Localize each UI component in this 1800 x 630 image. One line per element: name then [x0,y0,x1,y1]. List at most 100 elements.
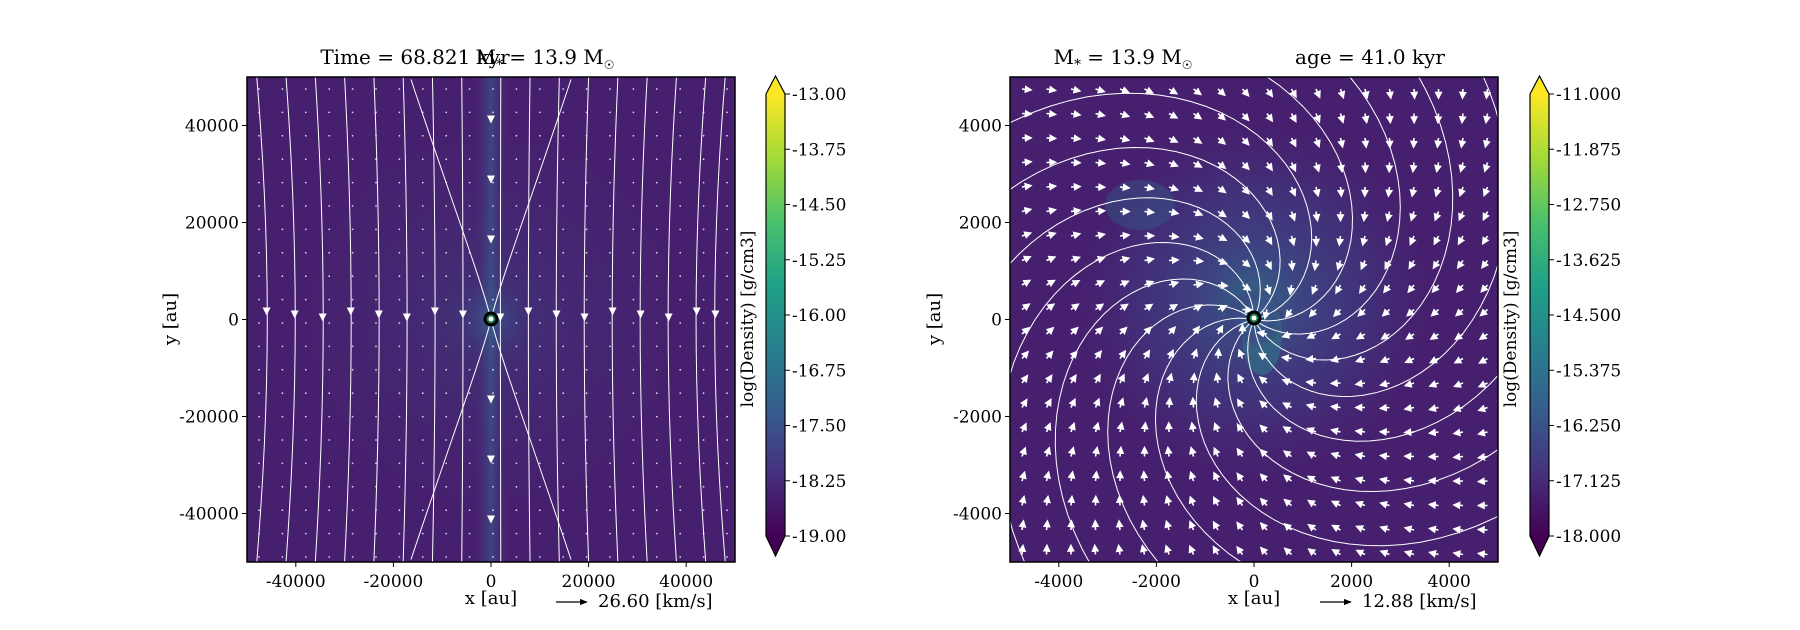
velocity-arrow [1043,422,1052,433]
velocity-arrow [1046,255,1057,264]
velocity-arrow [632,415,635,418]
velocity-arrow [281,88,284,90]
right-xlabel: x [au] [1228,588,1280,609]
y-tick-label: 0 [991,311,1002,331]
velocity-arrow [726,509,728,512]
velocity-arrow [515,485,518,488]
velocity-arrow [1478,332,1488,341]
velocity-arrow [1330,500,1341,508]
velocity-arrow [562,251,565,254]
velocity-arrow [1193,87,1203,96]
velocity-arrow [398,298,401,301]
jet-arrow [487,175,495,184]
velocity-arrow [281,532,284,535]
velocity-arrow [468,439,471,441]
velocity-arrow [609,298,611,301]
velocity-arrow [445,415,448,418]
velocity-arrow [538,392,541,395]
velocity-arrow [1141,373,1150,384]
velocity-arrow [609,205,611,207]
velocity-arrow [421,345,424,348]
velocity-arrow [1454,308,1464,317]
velocity-arrow [609,251,611,254]
velocity-arrow [655,322,658,324]
velocity-arrow [328,345,331,348]
velocity-arrow [304,275,307,278]
velocity-arrow [538,111,541,114]
velocity-arrow [398,251,401,254]
velocity-arrow [1070,110,1082,118]
velocity-arrow [515,181,518,184]
velocity-arrow [421,439,424,441]
velocity-arrow [375,205,377,207]
left-panel: Time = 68.821 kyr M* = 13.9 M☉ -40000 -20… [160,45,846,612]
velocity-arrow [1021,255,1032,264]
velocity-arrow [1046,85,1058,94]
velocity-arrow [468,275,471,278]
velocity-arrow [304,88,307,90]
streamline-arrow [608,307,617,316]
velocity-arrow [679,275,682,278]
velocity-arrow [655,228,658,231]
velocity-arrow [655,439,658,441]
velocity-arrow [1358,284,1367,294]
velocity-arrow [538,439,541,441]
velocity-arrow [702,88,705,90]
velocity-arrow [1095,158,1107,167]
velocity-arrow [726,158,728,161]
velocity-arrow [351,134,354,137]
velocity-arrow [445,298,448,301]
streamline [714,77,726,562]
velocity-arrow [351,485,354,488]
velocity-arrow [281,181,284,184]
velocity-arrow [1217,304,1228,313]
velocity-arrow [609,134,611,137]
x-tick-label: 2000 [1330,572,1373,592]
velocity-arrow [492,368,494,371]
velocity-arrow [1144,110,1155,119]
colorbar-tick-label: -14.500 [1556,306,1621,326]
y-tick-label: -4000 [953,505,1002,525]
velocity-arrow [679,439,682,441]
velocity-arrow [281,298,284,301]
velocity-arrow [1144,135,1155,143]
velocity-arrow [562,462,565,465]
velocity-arrow [1384,211,1393,222]
velocity-arrow [1482,186,1491,197]
velocity-arrow [492,275,494,278]
velocity-arrow [351,509,354,512]
velocity-arrow [1217,87,1226,97]
velocity-arrow [1092,397,1101,408]
velocity-arrow [1306,451,1317,459]
velocity-arrow [632,134,635,137]
streamline [344,77,352,562]
velocity-arrow [351,251,354,254]
velocity-arrow [1236,447,1245,457]
right-velocity-arrows [1018,85,1492,559]
right-title-mass-sub: * [1074,57,1081,73]
streamline [695,77,707,562]
colorbar-tick-label: -19.00 [792,527,846,547]
velocity-arrow [1283,498,1293,507]
velocity-arrow [1067,446,1076,457]
velocity-arrow [351,556,354,558]
velocity-arrow [1452,550,1464,558]
velocity-arrow [562,205,565,207]
velocity-arrow [1217,233,1228,242]
velocity-arrow [1405,332,1415,340]
velocity-arrow [1331,524,1341,533]
streamline-arrow [290,310,299,319]
velocity-arrow [1383,284,1392,294]
velocity-arrow [585,275,588,278]
velocity-arrow [562,111,565,114]
velocity-arrow [468,322,471,324]
velocity-arrow [1264,260,1272,271]
velocity-arrow [258,298,260,301]
velocity-arrow [1215,324,1224,335]
velocity-arrow [1091,470,1100,482]
streamline [1154,317,1249,562]
velocity-arrow [585,532,588,535]
velocity-arrow [375,415,377,418]
velocity-arrow [1409,162,1418,174]
velocity-arrow [585,345,588,348]
